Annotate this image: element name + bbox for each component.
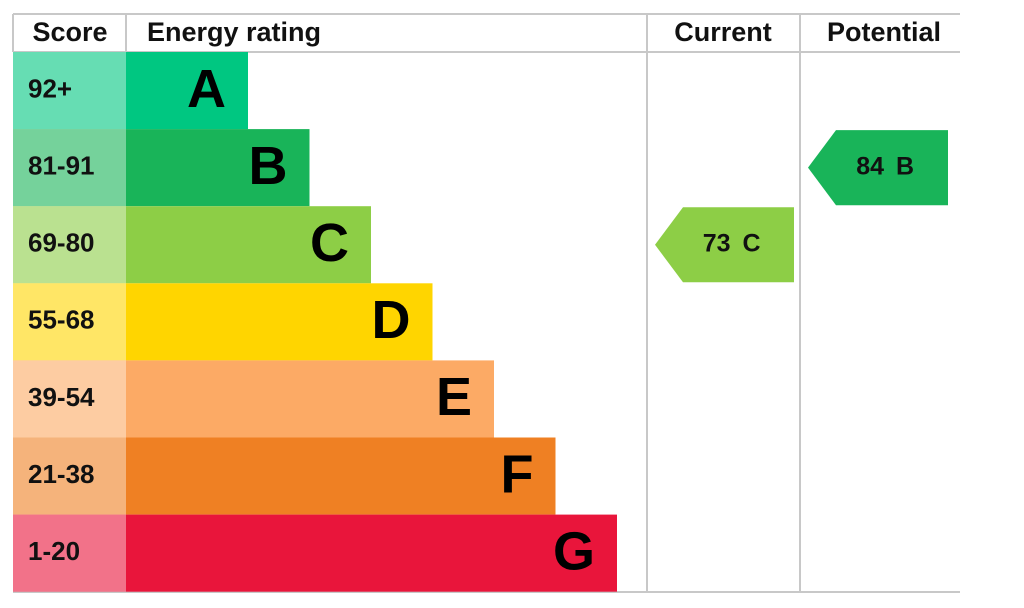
current-rating: C	[743, 229, 761, 257]
score-cell-tint	[13, 514, 126, 592]
score-cell	[13, 206, 126, 284]
rating-letter: D	[372, 290, 411, 350]
rating-bar	[126, 129, 310, 207]
score-cell-tint	[13, 437, 126, 515]
score-range: 92+	[28, 73, 72, 103]
potential-arrow	[808, 130, 948, 206]
score-range: 81-91	[28, 151, 95, 181]
header-current: Current	[674, 17, 772, 47]
rating-bar	[126, 514, 617, 592]
potential-score: 84	[856, 152, 884, 180]
rating-letter: B	[249, 136, 288, 196]
score-cell	[13, 283, 126, 361]
score-cell	[13, 437, 126, 515]
rating-letter: E	[436, 367, 472, 427]
score-cell-tint	[13, 283, 126, 361]
rating-letter: A	[187, 59, 226, 119]
rating-bar	[126, 283, 433, 361]
rating-letter: G	[553, 521, 595, 581]
score-cell	[13, 129, 126, 207]
score-cell	[13, 52, 126, 130]
potential-rating: B	[896, 152, 914, 180]
score-range: 39-54	[28, 382, 95, 412]
score-range: 1-20	[28, 536, 80, 566]
score-cell	[13, 360, 126, 438]
score-cell	[13, 514, 126, 592]
rating-bar	[126, 206, 371, 284]
score-cell-tint	[13, 129, 126, 207]
score-range: 69-80	[28, 228, 95, 258]
score-cell-tint	[13, 206, 126, 284]
score-cell-tint	[13, 52, 126, 130]
score-cell-tint	[13, 360, 126, 438]
header-score: Score	[32, 17, 107, 47]
rating-letter: C	[310, 213, 349, 273]
rating-letter: F	[501, 444, 534, 504]
rating-bar	[126, 437, 556, 515]
rating-bar	[126, 52, 248, 130]
score-range: 21-38	[28, 459, 95, 489]
current-score: 73	[703, 229, 731, 257]
score-range: 55-68	[28, 305, 95, 335]
current-arrow	[655, 207, 794, 283]
rating-bar	[126, 360, 494, 438]
header-rating: Energy rating	[147, 17, 321, 47]
header-potential: Potential	[827, 17, 941, 47]
